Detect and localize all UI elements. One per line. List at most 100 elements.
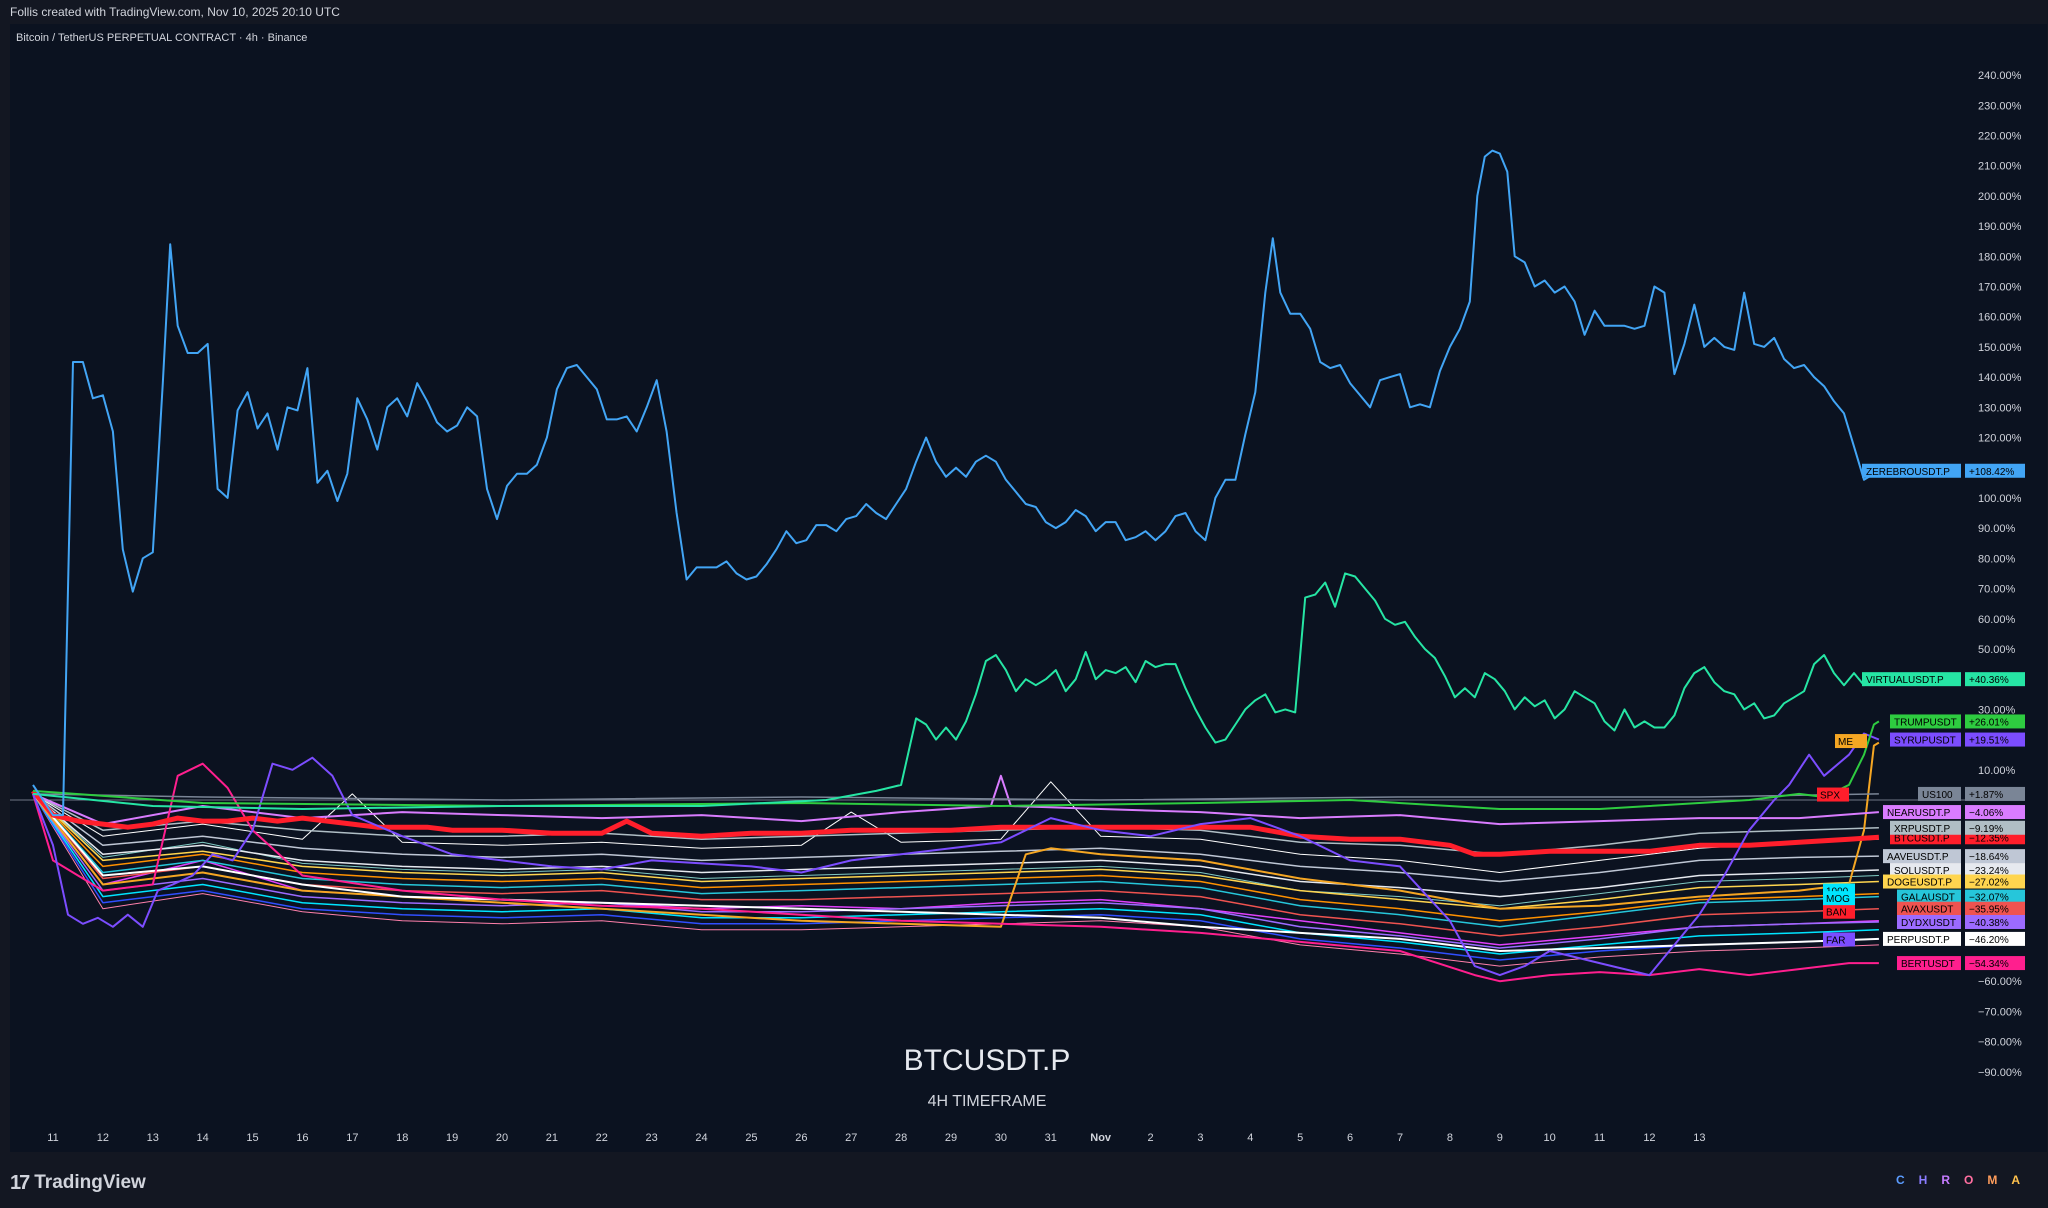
series-line-aaveusdt-p[interactable] xyxy=(32,793,1879,883)
x-tick-label: 3 xyxy=(1197,1132,1203,1144)
value-tag-value: +26.01% xyxy=(1969,717,2009,728)
series-line-btcusdt-p[interactable] xyxy=(31,789,1880,857)
x-tick-label: 13 xyxy=(1693,1132,1705,1144)
series-line-solusdt-p[interactable] xyxy=(32,793,1879,898)
y-tick-label: 240.00% xyxy=(1978,70,2022,82)
chroma-letter: H xyxy=(1918,1173,1942,1187)
series-line-virtualusdt-p[interactable] xyxy=(32,572,1879,810)
x-tick-label: 20 xyxy=(496,1132,508,1144)
y-tick-label: 200.00% xyxy=(1978,191,2022,203)
watermark-title: BTCUSDT.P xyxy=(904,1044,1071,1077)
chroma-letter: C xyxy=(1895,1173,1919,1187)
y-tick-label: 160.00% xyxy=(1978,312,2022,324)
value-tag-value-bg xyxy=(1965,849,2025,864)
value-tag-name-bg xyxy=(1897,901,1961,916)
value-tag-value-bg xyxy=(1965,931,2025,946)
value-tag-name: TRUMPUSDT xyxy=(1894,717,1957,728)
value-tag-value: −12.35% xyxy=(1969,833,2009,844)
value-tag-value: −46.20% xyxy=(1969,935,2009,946)
value-tag-name: PERPUSDT.P xyxy=(1887,935,1950,946)
value-tag-name: DOGEUSDT.P xyxy=(1887,878,1952,889)
clipped-tag-text: SPX xyxy=(1820,791,1840,802)
series-line-galausdt[interactable] xyxy=(32,793,1879,928)
series-line-bertusdt[interactable] xyxy=(32,762,1879,983)
series-line-linkusdt[interactable] xyxy=(32,793,1879,922)
value-tag-name: NEARUSDT.P xyxy=(1887,808,1951,819)
series-line-zerebrousdt-p[interactable] xyxy=(32,149,1880,817)
value-tag-value: −4.06% xyxy=(1969,808,2003,819)
y-tick-label: 190.00% xyxy=(1978,221,2022,233)
chroma-brand: CHROMA xyxy=(1896,1173,2034,1187)
x-tick-label: 28 xyxy=(895,1132,907,1144)
tradingview-logo[interactable]: 17 TradingView xyxy=(10,1168,146,1198)
x-tick-label: 29 xyxy=(945,1132,957,1144)
chroma-letter: O xyxy=(1963,1173,1988,1187)
x-tick-label: 4 xyxy=(1247,1132,1253,1144)
value-tag-value: −35.95% xyxy=(1969,905,2009,916)
y-tick-label: 170.00% xyxy=(1978,282,2022,294)
clipped-tag-text: FAR xyxy=(1826,936,1845,947)
clipped-tag-bg xyxy=(1817,787,1849,802)
x-tick-label: 8 xyxy=(1447,1132,1453,1144)
series-line-dogeusdt-p[interactable] xyxy=(32,793,1879,910)
value-tag-value: −27.02% xyxy=(1969,878,2009,889)
y-tick-label: 90.00% xyxy=(1978,523,2016,535)
clipped-tag-text: MOG xyxy=(1826,894,1850,905)
x-tick-label: 25 xyxy=(745,1132,757,1144)
y-tick-label: 220.00% xyxy=(1978,131,2022,143)
y-tick-label: 50.00% xyxy=(1978,644,2016,656)
value-tag-value-bg xyxy=(1965,863,2025,878)
price-scale[interactable]: 240.00% 230.00% 220.00% 210.00% 200.00% 190.0… xyxy=(1978,70,2022,1079)
value-tag-name: AAVEUSDT.P xyxy=(1887,852,1949,863)
y-tick-label: 180.00% xyxy=(1978,251,2022,263)
clipped-tag-bg xyxy=(1823,932,1855,947)
value-tag-name: BERTUSDT xyxy=(1901,959,1955,970)
x-tick-label: Nov xyxy=(1090,1132,1112,1144)
price-chart[interactable]: Bitcoin / TetherUS PERPETUAL CONTRACT · … xyxy=(10,24,2047,1152)
series-line-suiusdt[interactable] xyxy=(32,793,1879,907)
y-tick-label: 30.00% xyxy=(1978,704,2016,716)
value-tag-name-bg xyxy=(1890,732,1961,747)
value-tag-value-bg xyxy=(1965,874,2025,889)
series-line-us100[interactable] xyxy=(32,793,1879,801)
series-group xyxy=(31,149,1880,983)
tradingview-logo-icon: 17 xyxy=(10,1171,30,1194)
value-tag-value-bg xyxy=(1965,820,2025,835)
series-line-perpusdt-p[interactable] xyxy=(32,793,1879,952)
value-tag-value-bg xyxy=(1965,714,2025,729)
series-line-adausdt[interactable] xyxy=(32,781,1879,873)
value-tag-value: −32.07% xyxy=(1969,893,2009,904)
clipped-tag-text: BAN xyxy=(1826,908,1847,919)
series-line-trumpusdt[interactable] xyxy=(32,720,1880,810)
value-tag-value: +108.42% xyxy=(1969,467,2014,478)
x-tick-label: 22 xyxy=(596,1132,608,1144)
value-tag-value: −9.19% xyxy=(1969,824,2003,835)
y-tick-label: 100.00% xyxy=(1978,493,2022,505)
y-tick-label: 140.00% xyxy=(1978,372,2022,384)
x-tick-label: 21 xyxy=(546,1132,558,1144)
x-tick-label: 13 xyxy=(147,1132,159,1144)
y-tick-label: 10.00% xyxy=(1978,765,2016,777)
x-tick-label: 5 xyxy=(1297,1132,1303,1144)
value-tag-name-bg xyxy=(1897,914,1961,929)
series-line-syrupusdt[interactable] xyxy=(32,732,1880,977)
clipped-tag-bg xyxy=(1835,734,1867,749)
series-line-fartcoinusdt[interactable] xyxy=(32,793,1879,961)
x-tick-label: 24 xyxy=(695,1132,707,1144)
series-line-dydxusdt[interactable] xyxy=(32,793,1879,949)
x-tick-label: 7 xyxy=(1397,1132,1403,1144)
time-axis[interactable]: 11 12 13 14 15 16 17 18 19 20 21 22 23 24 25 26 27 28 29 30… xyxy=(47,1132,1705,1144)
x-tick-label: 27 xyxy=(845,1132,857,1144)
value-tag-name-bg xyxy=(1883,805,1961,820)
chart-area[interactable]: Bitcoin / TetherUS PERPETUAL CONTRACT · … xyxy=(10,24,2047,1152)
value-tag-value-bg xyxy=(1965,672,2025,687)
y-tick-label: 70.00% xyxy=(1978,584,2016,596)
value-tag-value: +1.87% xyxy=(1969,790,2003,801)
tradingview-logo-text: TradingView xyxy=(34,1172,146,1193)
series-line-xrpusdt-p[interactable] xyxy=(32,793,1879,856)
value-tag-value: +19.51% xyxy=(1969,736,2009,747)
value-tag-name-bg xyxy=(1897,956,1961,971)
value-tag-value-bg xyxy=(1965,901,2025,916)
x-tick-label: 10 xyxy=(1544,1132,1556,1144)
clipped-tag-bg xyxy=(1823,891,1855,906)
